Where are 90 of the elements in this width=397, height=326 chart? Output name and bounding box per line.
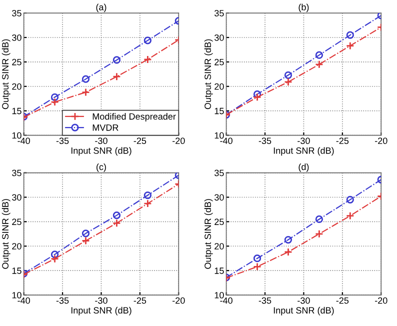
point: [346, 31, 354, 39]
point: [284, 78, 292, 86]
y-tick-label: 25: [12, 58, 22, 66]
point: [315, 60, 324, 69]
point: [82, 236, 90, 245]
x-tick-label: -35: [258, 138, 272, 144]
y-tick-label: 25: [214, 58, 224, 66]
point: [346, 196, 354, 204]
point: [284, 248, 292, 256]
x-tick-label: -25: [336, 138, 349, 144]
point: [284, 71, 292, 79]
x-tick-label: -40: [18, 297, 30, 304]
x-tick-label: -40: [18, 138, 30, 144]
point: [346, 42, 354, 50]
x-tick-label: -35: [56, 297, 69, 304]
y-tick-label: 30: [214, 194, 224, 201]
point: [50, 98, 59, 106]
y-tick-label: 10: [12, 132, 22, 139]
x-axis-title: Input SNR (dB): [71, 147, 132, 156]
x-tick-label: -25: [134, 297, 146, 304]
y-tick-label: 10: [12, 292, 22, 298]
point: [315, 230, 324, 238]
point: [253, 92, 262, 102]
x-tick-label: -20: [172, 297, 185, 304]
point: [253, 262, 262, 271]
y-tick-label: 20: [214, 243, 224, 250]
y-tick-label: 35: [214, 170, 224, 176]
x-tick-label: -20: [374, 138, 388, 144]
point: [82, 75, 90, 83]
y-tick-label: 10: [214, 292, 224, 298]
x-tick-label: -30: [95, 297, 108, 304]
y-tick-label: 30: [214, 34, 224, 41]
point: [144, 191, 152, 200]
point: [315, 215, 324, 224]
point: [253, 254, 262, 262]
chart-title: (b): [298, 4, 309, 12]
y-axis-title: Output SINR (dB): [204, 39, 213, 110]
y-tick-label: 30: [12, 194, 22, 201]
y-axis-title: Output SINR (dB): [2, 199, 10, 269]
point: [144, 199, 152, 208]
point: [82, 88, 90, 96]
x-tick-label: -40: [220, 297, 232, 304]
x-tick-label: -35: [258, 297, 272, 304]
x-tick-label: -25: [134, 138, 146, 144]
y-axis-title: Output SINR (dB): [2, 39, 10, 110]
point: [284, 236, 292, 244]
x-tick-label: -40: [220, 138, 232, 144]
x-tick-label: -25: [336, 297, 349, 304]
x-tick-label: -30: [298, 297, 310, 304]
point: [346, 212, 354, 220]
y-tick-label: 15: [214, 268, 224, 274]
y-tick-label: 20: [214, 83, 224, 90]
chart-title: (c): [96, 163, 106, 172]
y-tick-label: 35: [12, 10, 22, 16]
x-tick-label: -20: [374, 297, 388, 304]
y-tick-label: 15: [12, 268, 22, 274]
point: [315, 51, 324, 59]
chart-title: (a): [96, 4, 106, 12]
y-tick-label: 25: [12, 218, 22, 226]
y-tick-label: 20: [12, 83, 22, 90]
x-axis-title: Input SNR (dB): [274, 306, 334, 316]
y-axis-title: Output SINR (dB): [204, 199, 213, 269]
x-tick-label: -35: [56, 138, 69, 144]
y-tick-label: 20: [12, 243, 22, 250]
y-tick-label: 10: [214, 132, 224, 139]
point: [50, 254, 59, 264]
point: [112, 218, 121, 228]
point: [112, 212, 121, 220]
y-tick-label: 35: [214, 10, 224, 16]
x-tick-label: -30: [298, 138, 310, 144]
point: [144, 55, 152, 64]
x-axis-title: Input SNR (dB): [274, 147, 334, 156]
y-tick-label: 30: [12, 34, 22, 41]
point: [112, 72, 121, 81]
y-tick-label: 35: [12, 170, 22, 176]
y-tick-label: 15: [214, 108, 224, 114]
point: [253, 90, 262, 98]
legend-label: MVDR: [92, 124, 118, 131]
x-tick-label: -30: [95, 138, 108, 144]
legend-label: Modified Despreader: [92, 113, 176, 122]
point: [144, 36, 152, 44]
point: [82, 230, 90, 238]
x-axis-title: Input SNR (dB): [71, 306, 132, 316]
x-tick-label: -20: [172, 138, 185, 144]
point: [112, 56, 121, 64]
chart-title: (d): [298, 163, 309, 172]
y-tick-label: 25: [214, 218, 224, 226]
y-tick-label: 15: [12, 108, 22, 114]
point: [50, 250, 59, 258]
point: [50, 93, 59, 101]
